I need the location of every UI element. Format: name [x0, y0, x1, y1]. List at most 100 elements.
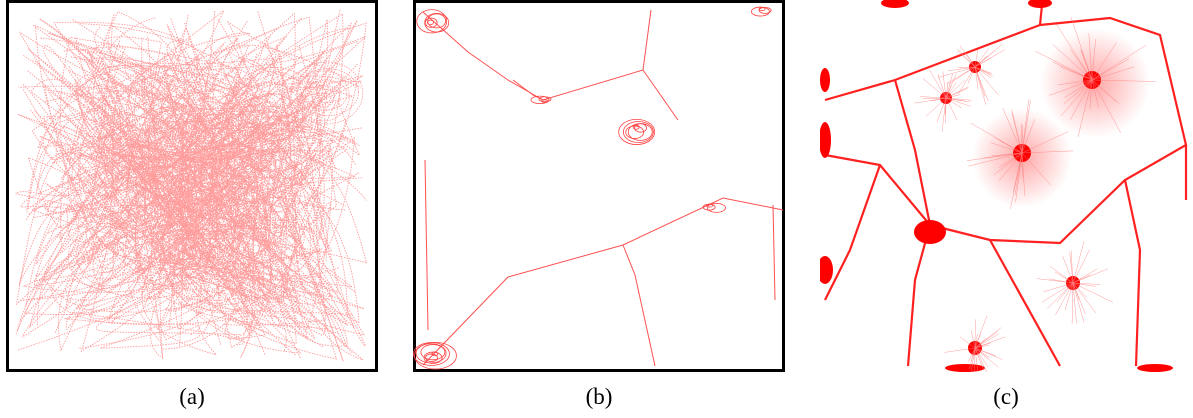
density-ray — [1072, 282, 1101, 285]
trail-path — [159, 41, 358, 316]
density-ray — [974, 347, 988, 372]
density-ray — [1015, 152, 1023, 203]
panel-b-frame — [413, 0, 785, 372]
density-spot — [1137, 364, 1173, 372]
density-spot — [820, 256, 833, 284]
swirl-loop — [296, 70, 350, 122]
boundary-line — [989, 239, 1061, 367]
density-ray — [957, 48, 976, 68]
density-ray — [1077, 79, 1093, 137]
trail-path — [177, 175, 356, 354]
trail-path — [16, 56, 328, 332]
density-ray — [974, 48, 990, 68]
swirl-loop — [225, 71, 319, 172]
trail-path — [18, 116, 242, 307]
density-ray — [1062, 255, 1074, 284]
density-ray — [945, 86, 969, 99]
density-ray — [1043, 282, 1074, 292]
trail-path — [21, 19, 329, 285]
boundary-line — [893, 79, 932, 226]
density-ray — [1069, 252, 1074, 284]
density-ray — [942, 71, 947, 99]
density-ray — [957, 66, 976, 68]
density-ray — [1091, 79, 1120, 104]
density-ray — [1091, 79, 1156, 82]
density-ray — [999, 152, 1023, 168]
swirl-loop — [222, 67, 326, 172]
trail-path — [80, 65, 306, 310]
density-spot — [820, 122, 831, 158]
swirl-loop — [231, 81, 305, 158]
density-ray — [974, 347, 979, 372]
density-ray — [990, 142, 1023, 154]
density-spot — [881, 0, 909, 8]
density-ray — [1070, 250, 1074, 284]
density-ray — [1056, 282, 1074, 303]
density-ray — [1072, 282, 1085, 323]
density-ray — [1036, 278, 1074, 284]
panel-b-caption: (b) — [585, 384, 613, 409]
density-ray — [1072, 249, 1090, 284]
density-ray — [1021, 123, 1023, 154]
trail-path — [125, 20, 360, 324]
density-ray — [929, 69, 947, 99]
density-ray — [966, 152, 1023, 161]
panel-c: (c) — [820, 0, 1192, 418]
density-ray — [1071, 282, 1074, 324]
cluster-loop — [414, 341, 457, 370]
density-ray — [1014, 152, 1023, 196]
swirl-loop — [296, 68, 359, 117]
trail-path — [94, 26, 271, 350]
density-ray — [1021, 150, 1074, 154]
trail-path — [34, 78, 281, 346]
swirl-loop — [76, 222, 139, 287]
panel-b-plot — [413, 0, 785, 372]
density-ray — [974, 66, 987, 105]
boundary-line — [824, 164, 882, 301]
wall-line — [422, 9, 652, 101]
trail-path — [59, 36, 329, 330]
density-ray — [926, 97, 947, 117]
wall-line — [424, 159, 429, 331]
density-spot — [945, 364, 985, 372]
swirl-loop — [256, 106, 289, 137]
density-ray — [949, 66, 976, 85]
density-ray — [974, 342, 992, 349]
trail-path — [27, 48, 297, 325]
panel-c-plot — [820, 0, 1192, 372]
density-ray — [974, 347, 989, 367]
density-ray — [1072, 282, 1080, 301]
cluster-loop — [424, 17, 438, 28]
density-ray — [970, 123, 1023, 154]
density-ray — [1091, 42, 1117, 81]
density-ray — [945, 81, 949, 99]
density-ray — [1088, 33, 1093, 81]
trail-path — [21, 120, 290, 338]
trail-path — [17, 135, 285, 351]
density-ray — [937, 74, 947, 99]
density-ray — [974, 66, 991, 78]
density-ray — [958, 66, 976, 95]
density-ray — [974, 336, 1006, 349]
density-ray — [968, 347, 976, 362]
density-ray — [1011, 112, 1023, 154]
trail-path — [18, 48, 263, 353]
density-ray — [1052, 44, 1093, 81]
swirl-loop — [167, 241, 191, 266]
density-ray — [974, 347, 976, 372]
density-ray — [1021, 152, 1051, 186]
trail-path — [127, 9, 341, 316]
density-ray — [1064, 282, 1074, 310]
trail-path — [23, 10, 266, 316]
wall-line — [772, 204, 776, 301]
density-ray — [957, 50, 976, 68]
density-ray — [1091, 44, 1147, 81]
density-ray — [1041, 282, 1074, 303]
density-ray — [974, 334, 978, 349]
panel-b: (b) — [413, 0, 785, 418]
panel-c-rays — [914, 17, 1156, 372]
density-ray — [967, 66, 976, 84]
density-ray — [1072, 282, 1087, 298]
cluster-loop — [622, 121, 654, 143]
density-ray — [1047, 282, 1074, 309]
